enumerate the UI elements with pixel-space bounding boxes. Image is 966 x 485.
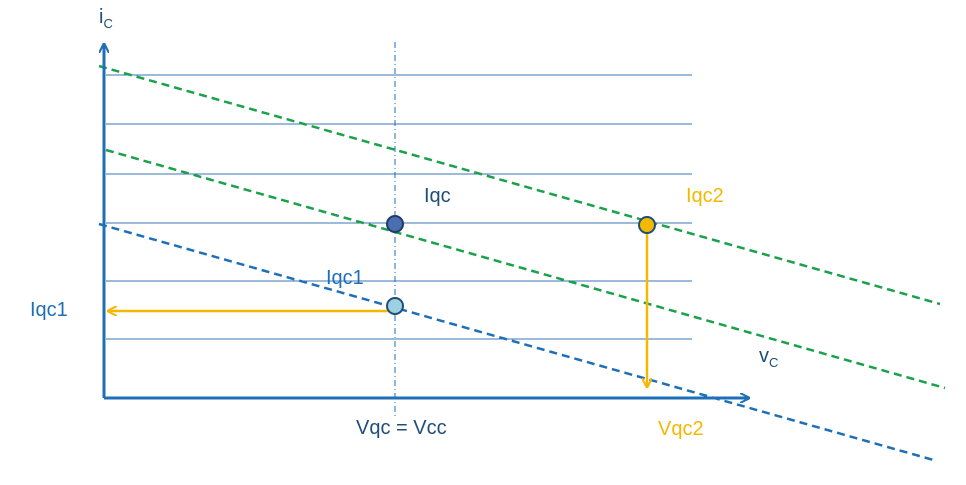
y-axis-label: iC — [99, 6, 113, 31]
green-load-line-upper — [98, 64, 941, 306]
label-iqc1-point: Iqc1 — [326, 267, 364, 289]
operating-point-iqc1 — [386, 297, 404, 315]
operating-point-iqc — [386, 215, 404, 233]
blue-load-line — [98, 222, 938, 463]
y-axis-label-sub: C — [103, 16, 113, 31]
label-vqc2: Vqc2 — [658, 418, 704, 440]
label-iqc1-axis: Iqc1 — [30, 299, 68, 321]
label-vqc: Vqc = Vcc — [356, 417, 447, 439]
x-axis-label-sub: C — [769, 355, 779, 370]
operating-point-iqc2 — [638, 216, 656, 234]
characteristic-curves — [106, 74, 692, 340]
x-axis-label-main: v — [759, 345, 769, 367]
label-iqc: Iqc — [424, 185, 451, 207]
x-axis-label: vC — [759, 345, 778, 370]
green-load-line-lower — [105, 148, 946, 390]
label-iqc2: Iqc2 — [686, 185, 724, 207]
y-axis-label-main: i — [99, 6, 104, 28]
